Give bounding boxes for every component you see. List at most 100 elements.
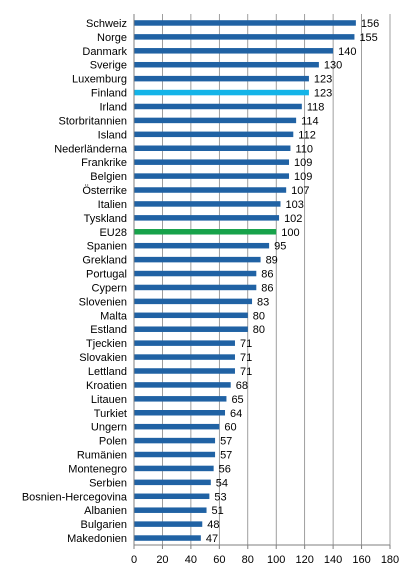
- category-label-kroatien: Kroatien: [86, 380, 127, 392]
- bar-portugal: [134, 270, 257, 277]
- x-tick-label-0: 0: [131, 554, 137, 566]
- bar-albanien: [134, 507, 207, 513]
- x-tick-label-60: 60: [213, 554, 225, 566]
- bar-cypern: [134, 284, 257, 291]
- bar-rumanien: [134, 451, 216, 458]
- value-label-irland: 118: [307, 101, 325, 113]
- bar-schweiz: [134, 20, 356, 26]
- value-label-island: 112: [298, 129, 316, 141]
- value-label-sverige: 130: [324, 60, 342, 72]
- category-label-schweiz: Schweiz: [86, 18, 127, 30]
- bar-slovakien: [134, 354, 235, 360]
- x-tick-label-100: 100: [267, 554, 285, 566]
- category-label-finland: Finland: [91, 88, 127, 100]
- value-label-nederlanderna: 110: [295, 143, 313, 155]
- bar-belgien: [134, 173, 290, 179]
- category-label-storbritannien: Storbritannien: [59, 115, 128, 127]
- value-label-makedonien: 47: [206, 533, 218, 545]
- value-label-serbien: 54: [216, 477, 228, 489]
- category-label-frankrike: Frankrike: [81, 157, 127, 169]
- x-tick-label-160: 160: [352, 554, 370, 566]
- category-label-grekland: Grekland: [82, 255, 127, 267]
- category-label-sverige: Sverige: [90, 60, 127, 72]
- bar-litauen: [134, 396, 227, 402]
- bar-malta: [134, 312, 248, 319]
- value-label-malta: 80: [253, 310, 265, 322]
- bar-tjeckien: [134, 340, 235, 346]
- bar-montenegro: [134, 465, 214, 472]
- value-label-slovenien: 83: [257, 296, 269, 308]
- category-label-slovakien: Slovakien: [79, 352, 127, 364]
- bar-tyskland: [134, 215, 280, 221]
- category-label-eu28: EU28: [99, 227, 127, 239]
- value-label-italien: 103: [285, 199, 303, 211]
- category-label-makedonien: Makedonien: [67, 533, 127, 545]
- value-label-danmark: 140: [338, 46, 356, 58]
- gridlines: [162, 14, 391, 545]
- value-label-belgien: 109: [294, 171, 312, 183]
- bar-turkiet: [134, 410, 226, 416]
- bar-finland: [134, 89, 309, 96]
- value-label-tjeckien: 71: [240, 338, 252, 350]
- value-label-rumanien: 57: [220, 450, 232, 462]
- value-label-finland: 123: [314, 88, 332, 100]
- value-label-cypern: 86: [261, 282, 273, 294]
- bar-eu28: [134, 229, 277, 235]
- value-label-lettland: 71: [240, 366, 252, 378]
- value-label-albanien: 51: [212, 505, 224, 517]
- bar-serbien: [134, 479, 211, 486]
- x-tick-label-180: 180: [381, 554, 399, 566]
- value-label-portugal: 86: [261, 269, 273, 281]
- category-label-nederlanderna: Nederländerna: [54, 143, 128, 155]
- bar-grekland: [134, 256, 261, 263]
- bar-luxemburg: [134, 75, 309, 82]
- value-label-schweiz: 156: [361, 18, 379, 30]
- bar-bulgarien: [134, 521, 203, 527]
- category-label-island: Island: [98, 129, 127, 141]
- value-label-frankrike: 109: [294, 157, 312, 169]
- value-label-norge: 155: [359, 32, 377, 44]
- x-tick-label-40: 40: [185, 554, 197, 566]
- category-label-slovenien: Slovenien: [79, 296, 127, 308]
- value-label-estland: 80: [253, 324, 265, 336]
- category-label-osterrike: Österrike: [82, 185, 127, 197]
- x-tick-label-80: 80: [242, 554, 254, 566]
- category-label-tjeckien: Tjeckien: [86, 338, 127, 350]
- category-label-polen: Polen: [99, 436, 127, 448]
- bar-osterrike: [134, 187, 287, 193]
- bar-polen: [134, 437, 216, 444]
- bar-frankrike: [134, 159, 290, 165]
- value-label-polen: 57: [220, 436, 232, 448]
- value-label-bulgarien: 48: [207, 519, 219, 531]
- category-label-malta: Malta: [100, 310, 128, 322]
- bar-storbritannien: [134, 117, 297, 124]
- category-label-portugal: Portugal: [86, 269, 127, 281]
- bar-makedonien: [134, 535, 201, 541]
- category-label-bosnien-hercegovina: Bosnien-Hercegovina: [22, 491, 128, 503]
- bar-lettland: [134, 368, 235, 374]
- bar-sverige: [134, 61, 319, 68]
- value-label-litauen: 65: [231, 394, 243, 406]
- bar-bosnien-hercegovina: [134, 493, 210, 500]
- category-label-norge: Norge: [97, 32, 127, 44]
- category-label-tyskland: Tyskland: [84, 213, 127, 225]
- bar-spanien: [134, 242, 270, 249]
- bar-danmark: [134, 48, 334, 54]
- value-label-turkiet: 64: [230, 408, 242, 420]
- value-label-spanien: 95: [274, 241, 286, 253]
- bars: [134, 20, 356, 541]
- category-label-albanien: Albanien: [84, 505, 127, 517]
- bar-irland: [134, 103, 302, 110]
- category-label-rumanien: Rumänien: [77, 450, 127, 462]
- value-label-ungern: 60: [224, 422, 236, 434]
- value-label-slovakien: 71: [240, 352, 252, 364]
- x-axis: 0 20 40 60 80 100 120 140 160 180: [131, 14, 399, 566]
- category-labels: Schweiz Norge Danmark Sverige Luxemburg Finla…: [22, 18, 128, 545]
- value-label-eu28: 100: [281, 227, 299, 239]
- category-label-montenegro: Montenegro: [68, 463, 127, 475]
- x-tick-label-20: 20: [156, 554, 168, 566]
- bar-norge: [134, 34, 355, 40]
- bar-estland: [134, 326, 248, 332]
